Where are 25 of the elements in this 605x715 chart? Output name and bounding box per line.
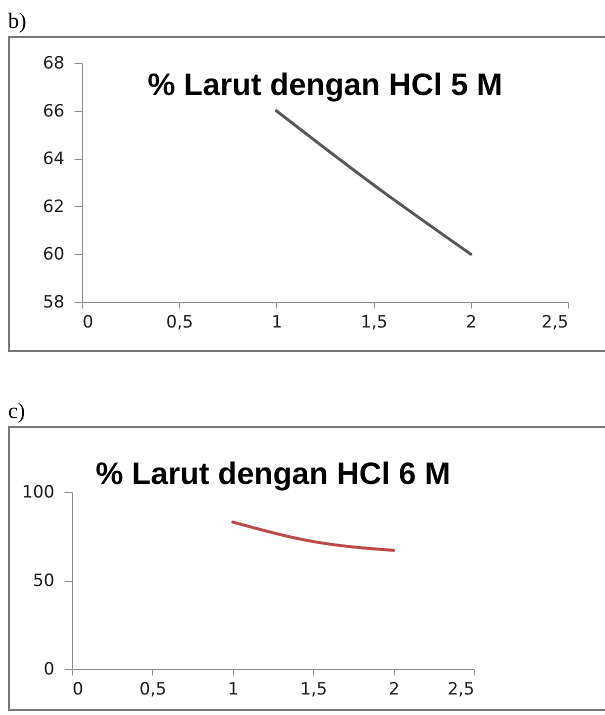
- x-tick-label: 1,5: [300, 680, 328, 700]
- x-tick-label: 0,5: [139, 680, 166, 700]
- x-tick-label: 2: [466, 312, 477, 332]
- text: b): [8, 7, 28, 35]
- y-tick-label: 50: [32, 571, 54, 591]
- y-tick-label: 58: [42, 292, 64, 312]
- x-tick-label: 2: [388, 680, 400, 700]
- x-tick-label: 2,5: [541, 312, 568, 332]
- chart-title: % Larut dengan HCl 5 M: [148, 67, 502, 102]
- y-tick-label: 68: [42, 54, 64, 74]
- x-tick-label: 2,5: [447, 680, 474, 700]
- y-tick-label: 62: [42, 196, 64, 217]
- x-tick-label: 1: [271, 312, 282, 332]
- x-tick-label: 1,5: [360, 312, 388, 332]
- x-tick-label: 0,5: [166, 312, 194, 332]
- x-tick-label: 0: [82, 312, 94, 332]
- x-tick-label: 0: [72, 680, 84, 700]
- y-tick-label: 0: [44, 660, 54, 680]
- y-tick-label: 64: [42, 149, 64, 170]
- y-tick-label: 60: [42, 244, 64, 265]
- x-tick-label: 1: [228, 680, 239, 700]
- y-tick-label: 66: [42, 101, 64, 122]
- chart-title: % Larut dengan HCl 6 M: [96, 456, 450, 491]
- y-tick-label: 100: [22, 482, 54, 502]
- text: c): [8, 397, 26, 425]
